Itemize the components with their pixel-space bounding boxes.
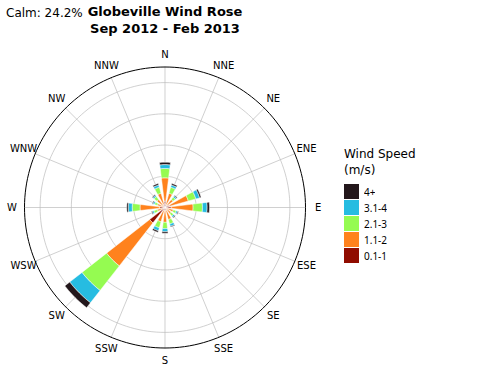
svg-text:ENE: ENE — [296, 143, 316, 154]
html-text:1.1-2: 1.1-2 — [364, 232, 388, 247]
svg-text:SE: SE — [267, 310, 280, 321]
html-text:0.1-1: 0.1-1 — [364, 248, 388, 263]
svg-text:NNW: NNW — [94, 60, 119, 71]
html-text:4+: 4+ — [364, 184, 376, 199]
html-text:Sep 2012 - Feb 2013: Sep 2012 - Feb 2013 — [90, 21, 240, 36]
svg-text:SSE: SSE — [214, 343, 233, 354]
html-text:(m/s): (m/s) — [344, 163, 376, 177]
svg-text:ESE: ESE — [297, 260, 316, 271]
svg-text:NE: NE — [266, 93, 280, 104]
svg-text:WNW: WNW — [10, 143, 37, 154]
html-text:Calm: 24.2% Globeville Wind Ro: Calm: 24.2% Globeville Wind Rose — [6, 4, 243, 20]
svg-text:SSW: SSW — [95, 343, 118, 354]
svg-text:W: W — [7, 202, 17, 213]
svg-text:SW: SW — [49, 310, 65, 321]
svg-text:E: E — [315, 202, 321, 213]
html-text:3.1-4: 3.1-4 — [364, 200, 388, 215]
svg-text:NNE: NNE — [213, 60, 234, 71]
html-text:2.1-3: 2.1-3 — [364, 216, 388, 231]
html-text:Wind Speed: Wind Speed — [344, 147, 416, 161]
svg-text:WSW: WSW — [10, 260, 36, 271]
svg-text:S: S — [162, 355, 168, 366]
svg-text:NW: NW — [48, 93, 65, 104]
svg-text:N: N — [161, 49, 168, 60]
